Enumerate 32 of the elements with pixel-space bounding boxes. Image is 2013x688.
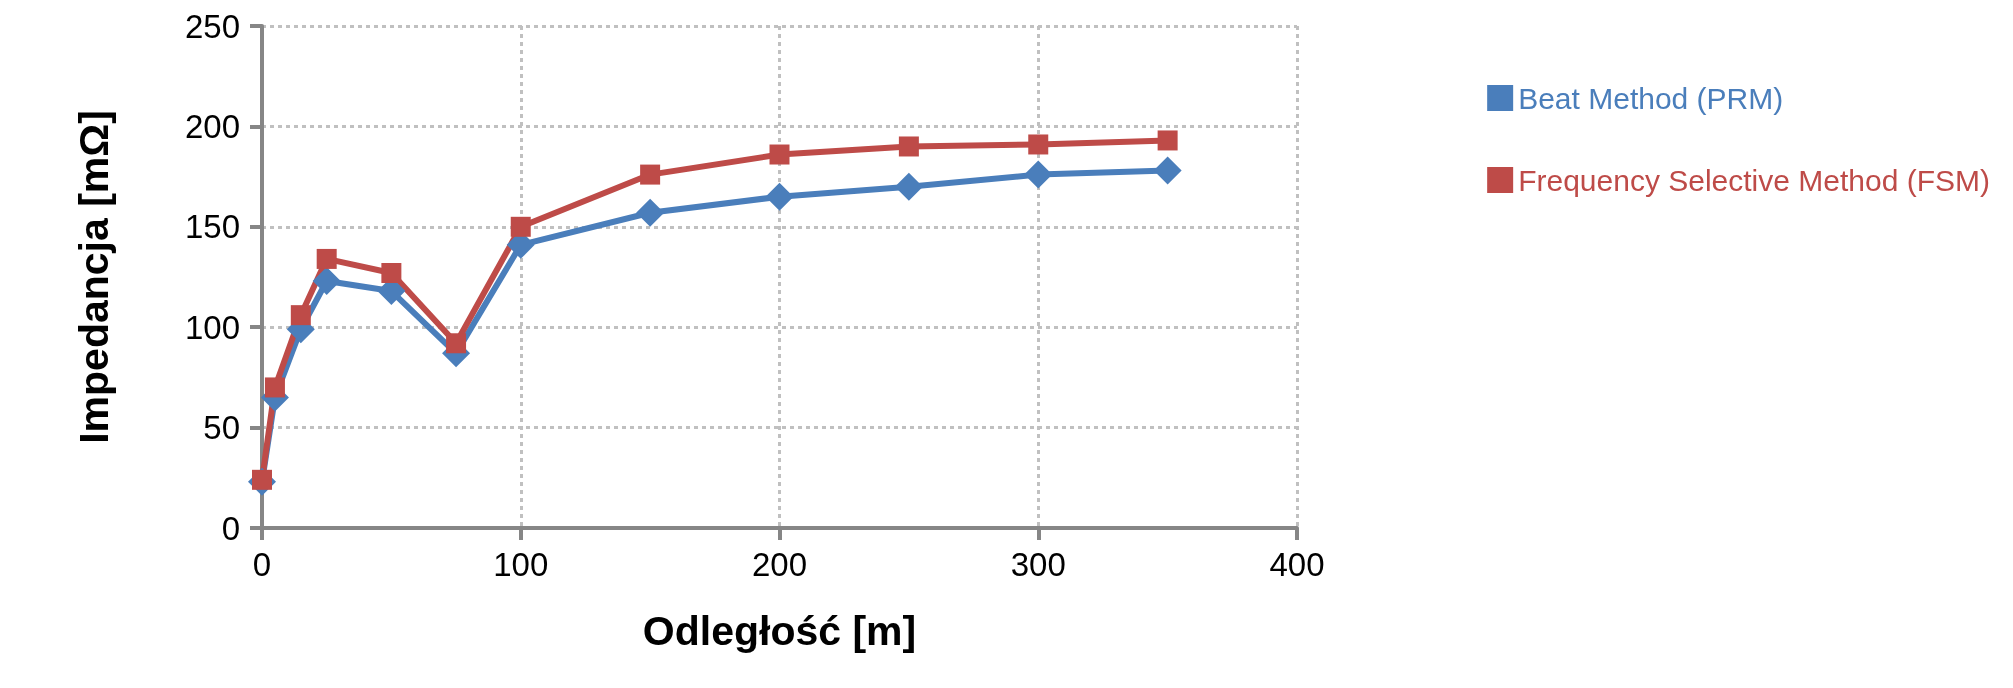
y-axis-title: Impedancja [mΩ] [70, 110, 117, 444]
legend-label: Beat Method (PRM) [1518, 81, 1784, 115]
point [765, 182, 794, 211]
point [636, 198, 665, 227]
y-tick-label: 0 [221, 509, 240, 547]
x-tick-label: 0 [252, 546, 272, 583]
point [1024, 160, 1053, 189]
point [894, 172, 923, 201]
point [1157, 130, 1178, 151]
point [769, 144, 790, 165]
x-axis-title: Odległość [m] [642, 607, 917, 654]
y-tick-label: 200 [184, 107, 240, 145]
x-tick-label: 400 [1269, 546, 1325, 583]
point [510, 216, 531, 237]
point [381, 262, 402, 283]
point [290, 305, 311, 326]
x-tick-label: 300 [1010, 546, 1066, 583]
x-tick-label: 200 [751, 546, 808, 583]
y-tick-label: 50 [203, 409, 240, 447]
x-tick-label: 100 [493, 546, 549, 583]
point [446, 333, 467, 354]
point [312, 267, 341, 296]
point [898, 136, 919, 157]
y-tick-label: 150 [184, 208, 240, 246]
point [640, 164, 661, 185]
point [1153, 156, 1182, 185]
point [1028, 134, 1049, 155]
y-tick-label: 100 [184, 308, 240, 346]
point [316, 248, 337, 269]
point [264, 377, 285, 398]
y-tick-label: 250 [184, 7, 240, 45]
legend-label: Frequency Selective Method (FSM) [1518, 163, 1990, 197]
